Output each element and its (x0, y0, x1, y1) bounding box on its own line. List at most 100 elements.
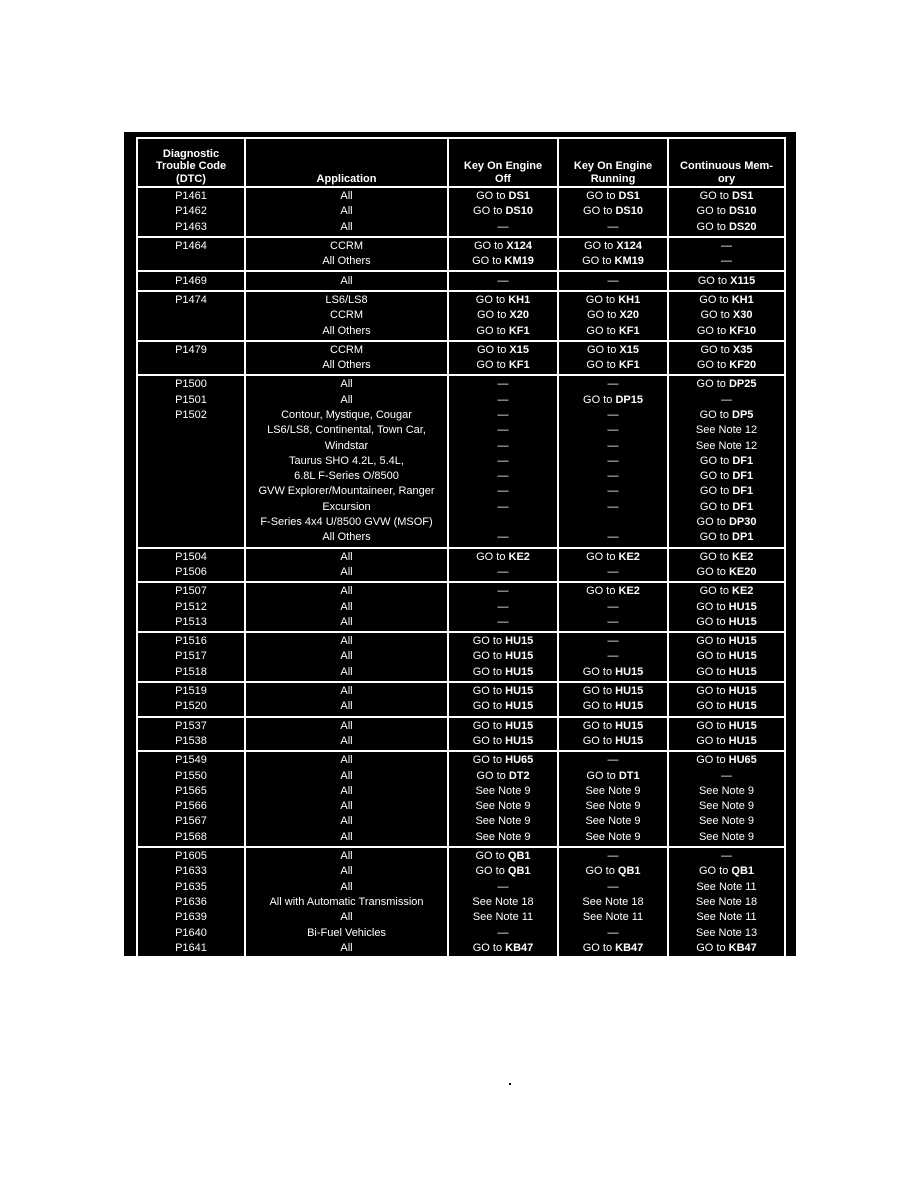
application: All (244, 632, 449, 650)
procedure-code: DS20 (728, 220, 757, 233)
table-row: P1605 All GO to QB1— — (136, 846, 786, 865)
go-to-label: GO to (696, 324, 727, 337)
procedure-code: HU15 (728, 734, 757, 747)
table-row: P1513 All — — GO to HU15 (136, 614, 786, 633)
cm-action: GO to X115 (667, 271, 786, 291)
application: All (244, 733, 449, 752)
koeo-action: — (447, 879, 559, 895)
procedure-code: DP25 (728, 378, 757, 391)
koeo-action: See Note 9 (447, 829, 559, 847)
procedure-code: X30 (732, 309, 753, 322)
table-row: All Others GO to KF1 GO to KF1 GO to KF20 (136, 357, 786, 376)
cm-action: GO to KE20 (667, 564, 786, 583)
koeo-action: — (447, 469, 559, 485)
koer-action: — (557, 614, 669, 633)
koer-action: GO to HU15 (557, 681, 669, 700)
koeo-action: See Note 9 (447, 814, 559, 830)
go-to-label: GO to (699, 190, 729, 203)
go-to-label: GO to (473, 205, 503, 218)
koer-action: See Note 9 (557, 829, 669, 847)
application: LS6/LS8 (244, 290, 449, 309)
dtc-code: P1639 (136, 910, 246, 926)
koeo-action: GO to HU15 (447, 716, 559, 734)
procedure-code: KF1 (508, 359, 530, 372)
dtc-group: P1504 All GO to KE2 GO to KE2 GO to KE2 P1506… (136, 547, 786, 583)
procedure-code: KE2 (732, 550, 754, 563)
application: All (244, 699, 449, 717)
table-row: P1567 All See Note 9 See Note 9 See Note 9 (136, 814, 786, 830)
go-to-label: GO to (582, 700, 613, 713)
go-to-label: GO to (696, 359, 727, 372)
koeo-action: GO to QB1 (447, 864, 559, 880)
koeo-action: GO to KF1 (447, 323, 559, 341)
header-line: Application (316, 172, 377, 185)
cm-action: GO to HU15 (667, 716, 786, 734)
dtc-code: P1500 (136, 375, 246, 393)
koeo-action: GO to KF1 (447, 357, 559, 376)
table-row: P1504 All GO to KE2 GO to KE2 GO to KE2 (136, 547, 786, 565)
dtc-table-scan: Diagnostic Trouble Code (DTC) Application … (124, 132, 796, 1085)
koeo-action: GO to HU15 (447, 664, 559, 682)
procedure-code: KE2 (618, 550, 640, 563)
procedure-code: HU15 (728, 665, 757, 678)
dtc-table: Diagnostic Trouble Code (DTC) Application … (136, 137, 786, 959)
table-row: P1537 All GO to HU15 GO to HU15 GO to HU15 (136, 716, 786, 734)
procedure-code: DF1 (732, 485, 754, 498)
koeo-action: GO to DT2 (447, 768, 559, 784)
go-to-label: GO to (582, 719, 613, 732)
procedure-code: X20 (509, 309, 529, 322)
dtc-code: P1504 (136, 547, 246, 565)
cm-action: GO to DP5 (667, 407, 786, 424)
go-to-label: GO to (699, 293, 729, 306)
go-to-label: GO to (586, 190, 616, 203)
koer-action: — (557, 499, 669, 515)
koer-action: — (557, 453, 669, 470)
dtc-code: P1502 (136, 407, 246, 424)
header-koer: Key On Engine Running (557, 137, 669, 188)
dtc-code: P1633 (136, 864, 246, 880)
dtc-group: P1464 CCRM GO to X124 GO to X124— All Others… (136, 236, 786, 272)
cm-action: GO to DP30 (667, 514, 786, 531)
koeo-action: — (447, 582, 559, 600)
procedure-code: HU15 (505, 685, 534, 698)
go-to-label: GO to (582, 665, 613, 678)
cm-action: GO to DP25 (667, 375, 786, 393)
header-line: Key On Engine (463, 160, 543, 172)
dtc-code: P1462 (136, 204, 246, 220)
procedure-code: KB47 (728, 941, 757, 954)
koeo-action: — (447, 375, 559, 393)
dtc-code: P1519 (136, 681, 246, 700)
application: Excursion (244, 499, 449, 515)
koer-action: GO to X124 (557, 236, 669, 255)
go-to-label: GO to (696, 734, 726, 747)
application: All (244, 547, 449, 565)
procedure-code: DP15 (615, 393, 643, 406)
dtc-code: P1537 (136, 716, 246, 734)
application: All (244, 582, 449, 600)
table-row: P1516 All GO to HU15— GO to HU15 (136, 632, 786, 650)
table-row: P1461 All GO to DS1 GO to DS1 GO to DS1 (136, 187, 786, 205)
dtc-code: P1516 (136, 632, 246, 650)
koer-action: See Note 11 (557, 910, 669, 926)
koeo-action: See Note 11 (447, 910, 559, 926)
koeo-action: GO to QB1 (447, 846, 559, 865)
go-to-label: GO to (696, 600, 726, 613)
cm-action: See Note 9 (667, 814, 786, 830)
cm-action: GO to X35 (667, 340, 786, 358)
dtc-code (136, 453, 246, 470)
cm-action: See Note 11 (667, 879, 786, 895)
koeo-action: GO to X124 (447, 236, 559, 255)
cm-action: GO to HU15 (667, 681, 786, 700)
application: Contour, Mystique, Cougar (244, 407, 449, 424)
cm-action: See Note 12 (667, 438, 786, 454)
koeo-action: See Note 18 (447, 894, 559, 911)
koer-action: — (557, 484, 669, 500)
koeo-action: GO to HU15 (447, 649, 559, 665)
koeo-action: GO to KB47 (447, 940, 559, 958)
procedure-code: QB1 (731, 865, 755, 878)
dtc-code: P1518 (136, 664, 246, 682)
procedure-code: KB47 (505, 941, 534, 954)
table-row: P1520 All GO to HU15 GO to HU15 GO to HU15 (136, 699, 786, 717)
koeo-action: GO to KE2 (447, 547, 559, 565)
koer-action: — (557, 530, 669, 548)
